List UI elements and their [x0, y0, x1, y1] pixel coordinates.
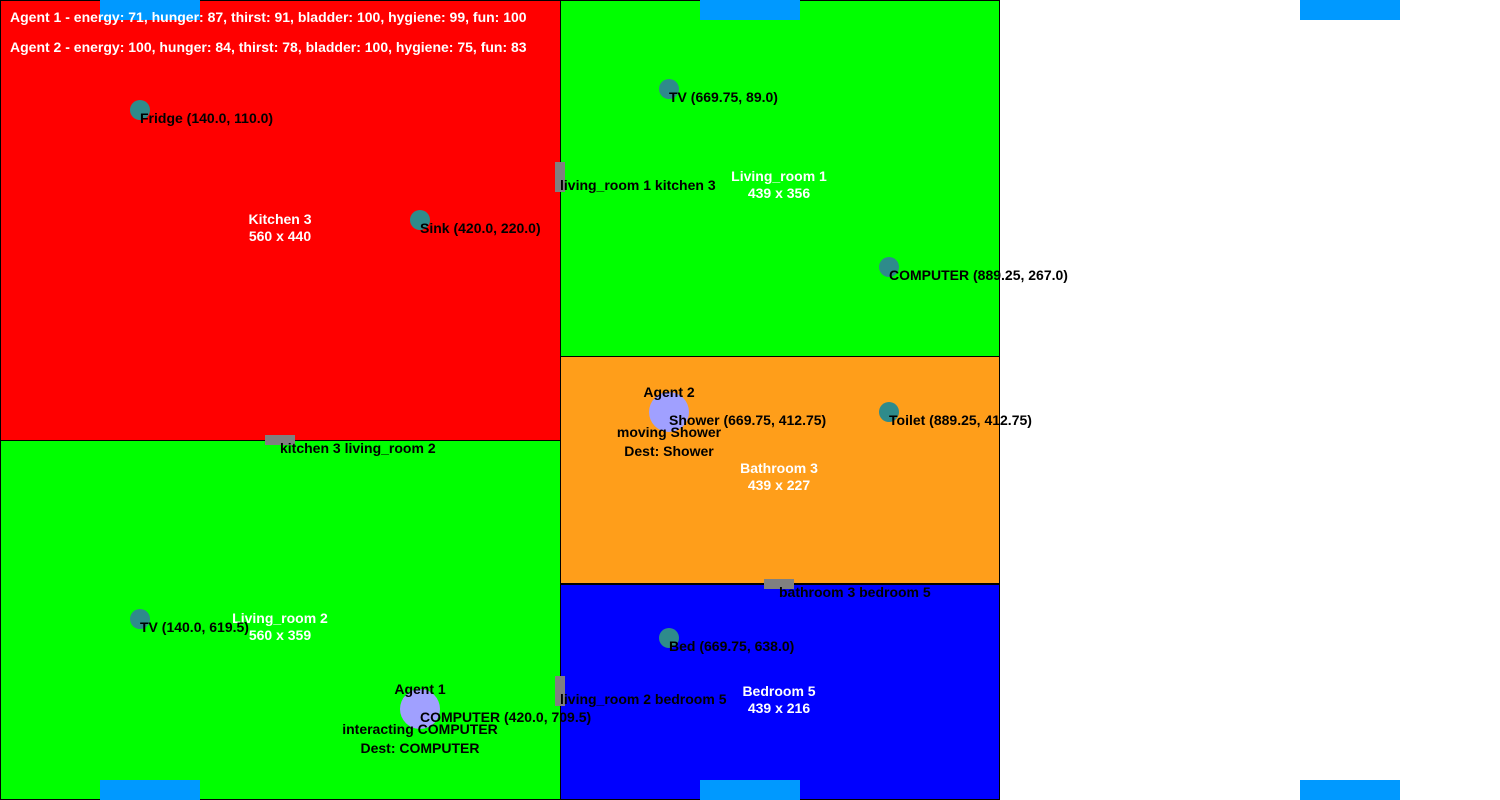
room-name: Living_room 1: [731, 168, 827, 184]
agent-1-name: Agent 1: [394, 681, 446, 697]
bed-icon[interactable]: [659, 628, 679, 648]
tv-icon[interactable]: [130, 609, 150, 629]
door-bathroom-3-bedroom-5: [764, 579, 794, 589]
agent-1-marker[interactable]: [400, 689, 440, 729]
room-name: Bathroom 3: [740, 460, 818, 476]
top-marker-3: [1300, 0, 1400, 20]
room-size: 439 x 216: [747, 700, 811, 716]
door-label: living_room 2 bedroom 5: [560, 691, 727, 707]
agent-2-status: Agent 2 - energy: 100, hunger: 84, thirs…: [10, 39, 527, 55]
sink-label: Sink (420.0, 220.0): [420, 220, 541, 236]
door-label: kitchen 3 living_room 2: [280, 440, 436, 456]
room-label-bathroom-3: Bathroom 3 439 x 227: [740, 460, 818, 494]
room-label-living-room-2: Living_room 2 560 x 359: [232, 610, 328, 644]
room-name: Kitchen 3: [248, 211, 312, 227]
room-bedroom-5: [560, 584, 1000, 800]
bed-label: Bed (669.75, 638.0): [669, 638, 795, 654]
agent-2-marker[interactable]: [649, 392, 689, 432]
agent-2-action: moving Shower: [616, 424, 722, 440]
tv-icon[interactable]: [659, 79, 679, 99]
sink-icon[interactable]: [410, 210, 430, 230]
door-living-room-1-kitchen-3: [555, 162, 565, 192]
agent-1-action: interacting COMPUTER: [342, 721, 498, 737]
top-marker-2: [700, 0, 800, 20]
room-size: 439 x 227: [747, 477, 811, 493]
tv-label: TV (669.75, 89.0): [669, 89, 778, 105]
room-kitchen-3: [0, 0, 561, 441]
agent-2-destination: Dest: Shower: [624, 443, 714, 459]
tv-label: TV (140.0, 619.5): [140, 619, 249, 635]
computer-icon[interactable]: [879, 257, 899, 277]
door-label: bathroom 3 bedroom 5: [779, 584, 931, 600]
room-living-room-2: [0, 440, 561, 800]
fridge-icon[interactable]: [130, 100, 150, 120]
computer-label: COMPUTER (420.0, 709.5): [420, 709, 592, 725]
room-label-bedroom-5: Bedroom 5 439 x 216: [742, 683, 815, 717]
agent-1-status: Agent 1 - energy: 71, hunger: 87, thirst…: [10, 9, 527, 25]
agent-2-name: Agent 2: [643, 384, 695, 400]
room-size: 560 x 440: [248, 228, 312, 244]
bottom-marker-2: [700, 780, 800, 800]
agent-1-destination: Dest: COMPUTER: [360, 740, 480, 756]
bottom-marker-1: [100, 780, 200, 800]
door-kitchen-3-living-room-2: [265, 435, 295, 445]
bottom-marker-3: [1300, 780, 1400, 800]
room-label-kitchen-3: Kitchen 3 560 x 440: [248, 211, 311, 245]
room-label-living-room-1: Living_room 1 439 x 356: [731, 168, 827, 202]
shower-label: Shower (669.75, 412.75): [669, 412, 827, 428]
top-marker-1: [100, 0, 200, 20]
door-label: living_room 1 kitchen 3: [560, 177, 716, 193]
room-size: 560 x 359: [248, 627, 312, 643]
room-name: Living_room 2: [232, 610, 328, 626]
toilet-icon[interactable]: [879, 402, 899, 422]
fridge-label: Fridge (140.0, 110.0): [140, 110, 274, 126]
room-name: Bedroom 5: [742, 683, 816, 699]
room-living-room-1: [560, 0, 1000, 357]
computer-label: COMPUTER (889.25, 267.0): [889, 267, 1068, 283]
room-size: 439 x 356: [747, 185, 811, 201]
door-living-room-2-bedroom-5: [555, 676, 565, 706]
toilet-label: Toilet (889.25, 412.75): [889, 412, 1032, 428]
